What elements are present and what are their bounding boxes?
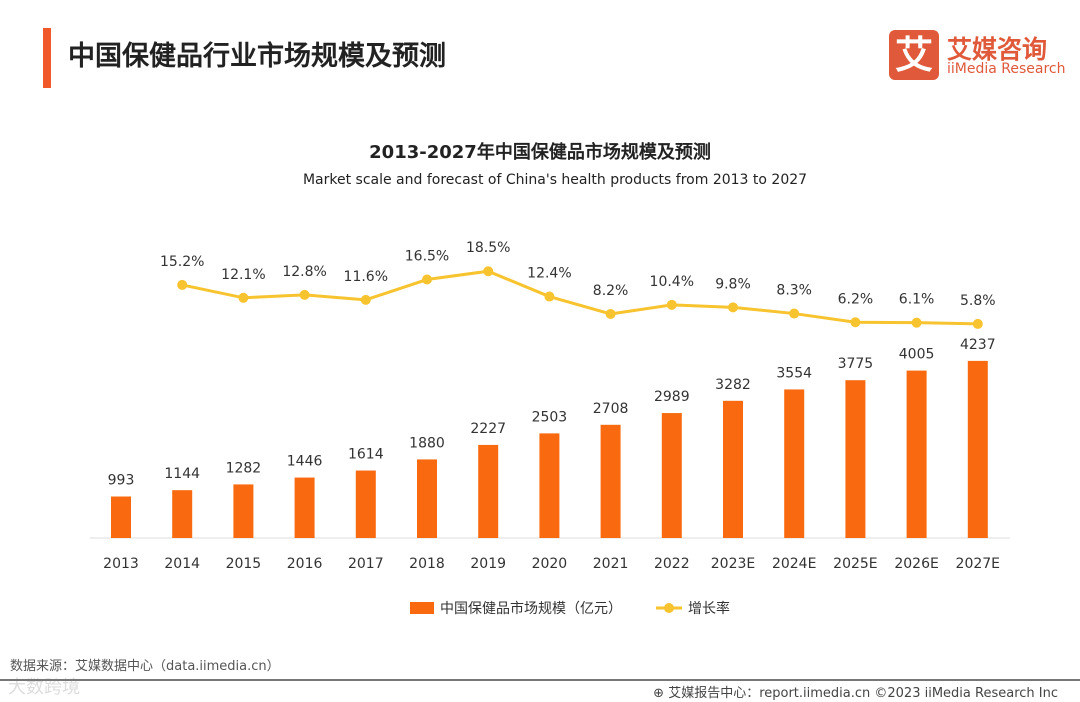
chart-subtitle: Market scale and forecast of China's hea… (302, 172, 808, 188)
logo-cn: 艾媒咨询 (947, 35, 1048, 64)
x-tick-label: 2024E (772, 556, 816, 572)
growth-point (422, 274, 432, 285)
bar (172, 490, 193, 538)
bar (355, 470, 376, 538)
growth-label: 15.2% (160, 254, 204, 270)
legend-bar-label: 中国保健品市场规模（亿元） (440, 600, 622, 617)
bar (661, 413, 682, 538)
bar-label: 4237 (960, 337, 996, 353)
growth-label: 8.2% (593, 283, 629, 299)
growth-label: 5.8% (960, 293, 996, 309)
bar-label: 3282 (715, 377, 751, 393)
growth-point (605, 308, 616, 319)
growth-label: 12.1% (221, 267, 265, 283)
x-tick-label: 2020 (532, 556, 568, 572)
growth-label: 10.4% (650, 274, 694, 290)
bar-label: 3775 (838, 356, 874, 372)
x-tick-label: 2019 (470, 556, 506, 572)
bar (478, 444, 499, 538)
bar (539, 433, 560, 538)
growth-point (789, 308, 800, 319)
bar (906, 370, 927, 538)
bar-label: 3554 (776, 365, 812, 381)
growth-label: 6.1% (899, 292, 935, 308)
legend-line-label: 增长率 (688, 600, 730, 617)
growth-point (911, 317, 922, 328)
bar-label: 4005 (899, 347, 935, 363)
bar (967, 360, 988, 538)
growth-label: 12.4% (527, 266, 571, 282)
growth-point (483, 266, 494, 277)
legend-line-marker (664, 603, 674, 613)
globe-icon: ⊕ (653, 686, 669, 701)
watermark: 大数跨境 (8, 677, 80, 698)
growth-point (666, 299, 677, 310)
x-tick-label: 2022 (654, 556, 690, 572)
x-tick-label: 2023E (711, 556, 755, 572)
x-tick-label: 2015 (226, 556, 262, 572)
bar (845, 380, 866, 538)
growth-line (181, 269, 978, 326)
growth-point (360, 294, 371, 305)
bar-label: 1446 (287, 454, 323, 470)
growth-point (850, 317, 861, 328)
growth-label: 8.3% (776, 283, 812, 299)
chart-title: 2013-2027年中国保健品市场规模及预测 (369, 142, 711, 163)
growth-point (177, 279, 188, 290)
growth-label: 12.8% (282, 264, 326, 280)
growth-point (238, 292, 249, 303)
bar (417, 459, 437, 538)
growth-point (544, 291, 555, 302)
bar-label: 1880 (409, 435, 445, 451)
growth-point (728, 302, 738, 313)
chart: 993 2013 1144 2014 1282 2015 1446 2016 1614 2017 1… (90, 240, 1010, 617)
bar (723, 400, 743, 538)
bar (233, 484, 254, 538)
x-tick-label: 2016 (287, 556, 323, 572)
footer-divider (0, 679, 1080, 681)
page-title: 中国保健品行业市场规模及预测 (68, 41, 446, 72)
x-tick-label: 2026E (894, 556, 938, 572)
footer-credit-text: 艾媒报告中心：report.iimedia.cn ©2023 iiMedia R… (668, 686, 1058, 701)
growth-label: 6.2% (838, 291, 874, 307)
x-tick-label: 2021 (593, 556, 629, 572)
growth-point (299, 289, 310, 300)
growth-label: 9.8% (715, 276, 751, 292)
x-tick-label: 2017 (348, 556, 384, 572)
bar-label: 2503 (532, 409, 568, 425)
bar-label: 2989 (654, 389, 690, 405)
bar (294, 477, 315, 538)
x-tick-label: 2013 (103, 556, 139, 572)
bar-label: 2708 (593, 401, 629, 417)
x-tick-label: 2018 (409, 556, 445, 572)
data-source: 数据来源：艾媒数据中心（data.iimedia.cn） (10, 659, 280, 674)
logo-en: iiMedia Research (947, 61, 1066, 77)
growth-label: 16.5% (405, 249, 449, 265)
x-tick-label: 2027E (956, 556, 1000, 572)
bar (111, 496, 131, 538)
bar-label: 2227 (470, 421, 506, 437)
logo: 艾 艾媒咨询 iiMedia Research (889, 30, 1069, 80)
growth-label: 18.5% (466, 240, 510, 256)
logo-mark: 艾 (889, 30, 939, 80)
title-accent-bar (43, 28, 51, 88)
bar-label: 1282 (226, 460, 262, 476)
x-tick-label: 2025E (833, 556, 877, 572)
legend-bar-swatch (410, 602, 434, 614)
footer-credit: ⊕ 艾媒报告中心：report.iimedia.cn ©2023 iiMedia… (653, 682, 1058, 701)
bar-label: 1144 (164, 466, 200, 482)
growth-label: 11.6% (344, 269, 388, 285)
bar-label: 1614 (348, 447, 384, 463)
bar (600, 424, 621, 538)
bar-label: 993 (108, 472, 135, 488)
x-tick-label: 2014 (164, 556, 200, 572)
growth-point (972, 318, 983, 329)
bar (784, 389, 805, 538)
